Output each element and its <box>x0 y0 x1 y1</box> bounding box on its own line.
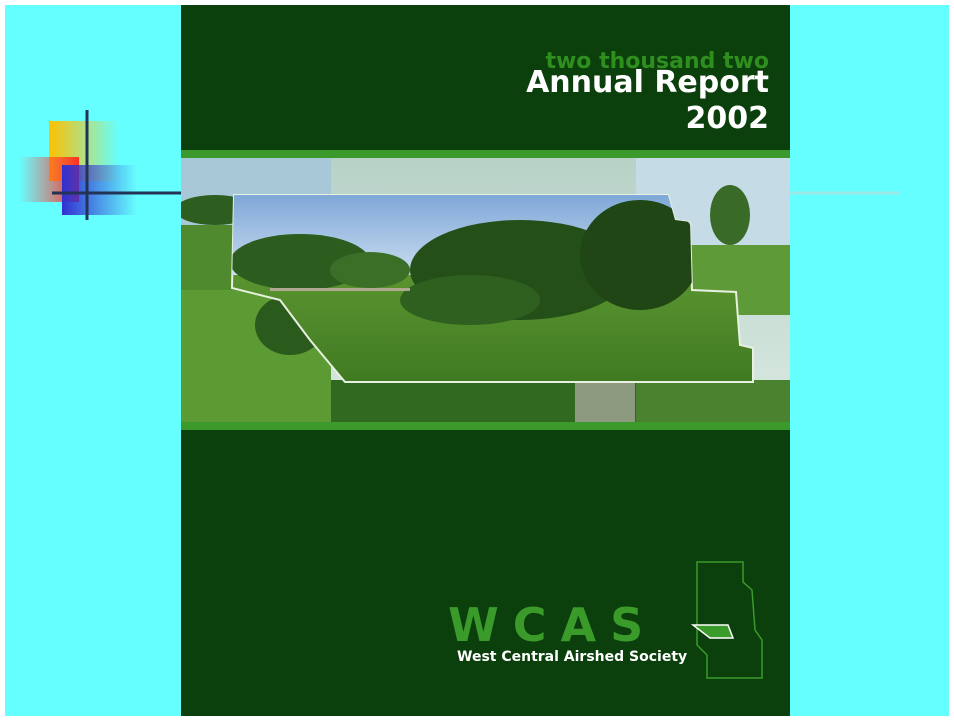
logo-name: West Central Airshed Society <box>457 649 687 665</box>
slide: two thousand two Annual Report 2002 WCAS… <box>0 0 954 721</box>
title: Annual Report <box>526 65 769 100</box>
stripe <box>181 150 790 158</box>
logo-acronym: WCAS <box>448 598 657 652</box>
year: 2002 <box>686 101 770 136</box>
stripe <box>181 422 790 430</box>
